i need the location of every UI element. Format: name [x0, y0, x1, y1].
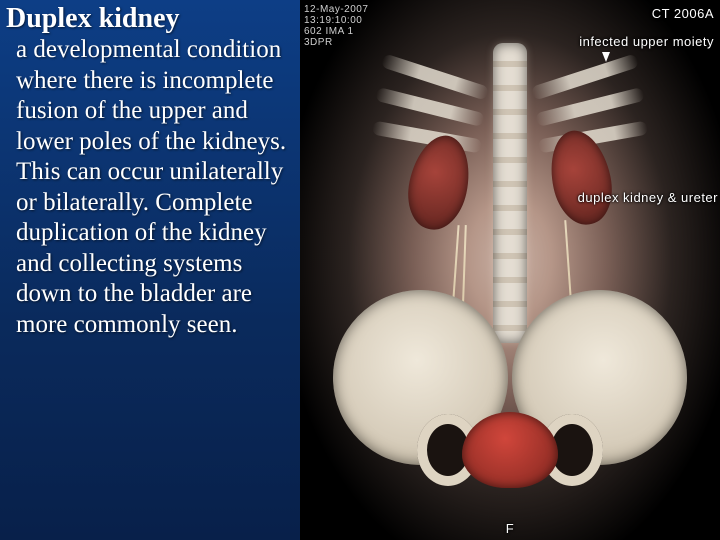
arrow-icon: [602, 52, 610, 62]
label-duplex: duplex kidney & ureter: [578, 190, 718, 205]
text-column: Duplex kidney a developmental condition …: [0, 0, 300, 540]
label-scanner: CT 2006A: [652, 6, 714, 21]
scan-meta-line: 602 IMA 1: [304, 26, 354, 38]
slide-body: a developmental condition where there is…: [6, 35, 292, 340]
scan-meta-line: 13:19:10:00: [304, 15, 362, 27]
slide-title: Duplex kidney: [6, 4, 292, 33]
scan-meta-line: 3DPR: [304, 37, 333, 49]
image-column: infected upper moiety duplex kidney & ur…: [300, 0, 720, 540]
bladder-shape: [462, 412, 558, 488]
scan-meta-line: 12-May-2007: [304, 4, 368, 16]
label-orientation: F: [506, 521, 514, 536]
slide: Duplex kidney a developmental condition …: [0, 0, 720, 540]
label-upper-moiety: infected upper moiety: [579, 34, 714, 49]
ct-scan-render: infected upper moiety duplex kidney & ur…: [300, 0, 720, 540]
